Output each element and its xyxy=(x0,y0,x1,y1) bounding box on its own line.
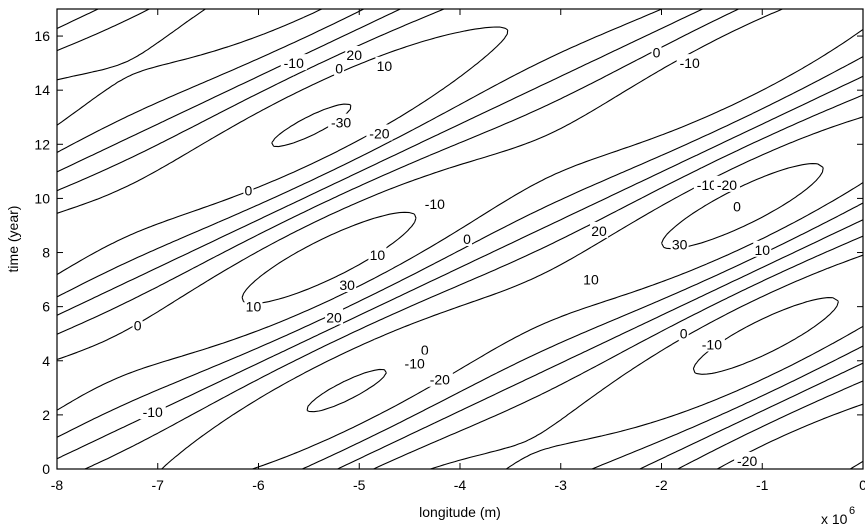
plot-frame xyxy=(56,8,864,470)
contour-label: 0 xyxy=(419,340,430,358)
contour-label: 0 xyxy=(462,230,473,247)
y-tick-label: 14 xyxy=(34,82,50,98)
contour-label-text: -10 xyxy=(425,196,445,212)
contour-label: -10 xyxy=(693,175,720,193)
contour-label-text: -10 xyxy=(680,55,700,71)
contour-label: 20 xyxy=(345,46,364,63)
contour-label: 10 xyxy=(581,270,600,288)
x-tick-label: -1 xyxy=(756,477,769,493)
contour-label-text: 20 xyxy=(326,309,342,325)
x-tick-label: -2 xyxy=(655,477,668,493)
contour-label-text: -30 xyxy=(331,115,351,131)
contour-label: 0 xyxy=(334,59,345,77)
contour-label: 30 xyxy=(338,276,357,293)
y-axis-label: time (year) xyxy=(5,206,21,273)
contour-label: -30 xyxy=(328,113,355,131)
contour-label-text: 0 xyxy=(680,326,688,342)
contour-label: -20 xyxy=(734,451,761,469)
contour-label-text: -20 xyxy=(369,125,389,141)
contour-label-text: 20 xyxy=(346,47,362,63)
contour-label: -10 xyxy=(421,194,448,212)
contour-label: 30 xyxy=(670,235,689,252)
contour-label-text: 10 xyxy=(754,242,770,258)
y-tick-label: 16 xyxy=(34,28,50,44)
contour-label-text: 0 xyxy=(653,44,661,60)
contour-label: 0 xyxy=(678,324,689,342)
contour-label-text: -10 xyxy=(143,404,163,420)
x-axis-label: longitude (m) xyxy=(419,504,501,520)
x-tick-label: -5 xyxy=(353,477,366,493)
x-tick-label: -7 xyxy=(152,477,165,493)
x-tick-label: -6 xyxy=(252,477,265,493)
contour-label-text: 0 xyxy=(421,342,429,358)
contour-label-text: -10 xyxy=(405,355,425,371)
contour-lines xyxy=(56,8,864,470)
contour-level-10 xyxy=(56,8,864,470)
x-scale-exponent: 6 xyxy=(849,505,855,517)
contour-label: 20 xyxy=(590,221,609,239)
contour-labels: 200 10-10-30-200-1001030102000-10-20-100-… xyxy=(132,43,772,469)
contour-label-text: 10 xyxy=(370,247,386,263)
contour-label: 0 xyxy=(243,181,254,198)
axis-ticks xyxy=(56,9,864,470)
contour-label-text: 0 xyxy=(335,61,343,77)
contour-label-text: 30 xyxy=(672,236,688,252)
contour-label-text: 10 xyxy=(377,58,393,74)
contour-level-30 xyxy=(241,211,839,375)
contour-label: -10 xyxy=(280,54,307,71)
contour-label-text: -20 xyxy=(717,177,737,193)
contour-label: -10 xyxy=(698,335,725,353)
x-tick-label: 0 xyxy=(859,477,865,493)
contour-label: 10 xyxy=(375,56,394,74)
contour-label: -20 xyxy=(713,175,740,193)
contour-label-text: 10 xyxy=(246,299,262,315)
contour-label-text: 10 xyxy=(583,272,599,288)
contour-label-text: 0 xyxy=(733,199,741,215)
contour-label-text: 0 xyxy=(245,182,253,198)
contour-label: 0 xyxy=(732,197,743,215)
contour-label-text: -20 xyxy=(737,453,757,469)
x-tick-label: -4 xyxy=(454,477,467,493)
contour-label: -10 xyxy=(401,354,428,371)
contour-label-text: -10 xyxy=(697,177,717,193)
y-tick-label: 8 xyxy=(42,245,50,261)
y-tick-label: 10 xyxy=(34,190,50,206)
y-tick-label: 6 xyxy=(42,299,50,315)
contour-label: 0 xyxy=(651,43,662,60)
y-tick-label: 4 xyxy=(42,353,50,369)
x-tick-label: -3 xyxy=(555,477,568,493)
contour-label: 10 xyxy=(244,297,263,315)
contour-label-text: -10 xyxy=(702,337,722,353)
contour-label: -20 xyxy=(366,124,393,141)
contour-level-0 xyxy=(56,8,864,470)
contour-label: -20 xyxy=(426,370,453,388)
y-tick-label: 2 xyxy=(42,407,50,423)
contour-label-text: 20 xyxy=(591,223,607,239)
y-tick-label: 12 xyxy=(34,136,50,152)
contour-label: 10 xyxy=(753,240,772,258)
contour-label: -10 xyxy=(676,54,703,71)
contour-label: 20 xyxy=(325,308,344,325)
contour-label-text: -20 xyxy=(430,372,450,388)
contour-label: 10 xyxy=(368,246,387,263)
x-tick-label: -8 xyxy=(51,477,64,493)
contour-label-text: 30 xyxy=(339,277,355,293)
contour-label-text: 0 xyxy=(463,231,471,247)
x-scale-note: x 10 xyxy=(821,511,848,527)
contour-level-20 xyxy=(56,8,864,470)
contour-label-text: -10 xyxy=(284,55,304,71)
y-tick-label: 0 xyxy=(42,461,50,477)
contour-level--10 xyxy=(56,8,864,470)
contour-label-text: 0 xyxy=(134,318,142,334)
contour-label: -10 xyxy=(139,403,166,420)
contour-label: 0 xyxy=(132,316,143,334)
